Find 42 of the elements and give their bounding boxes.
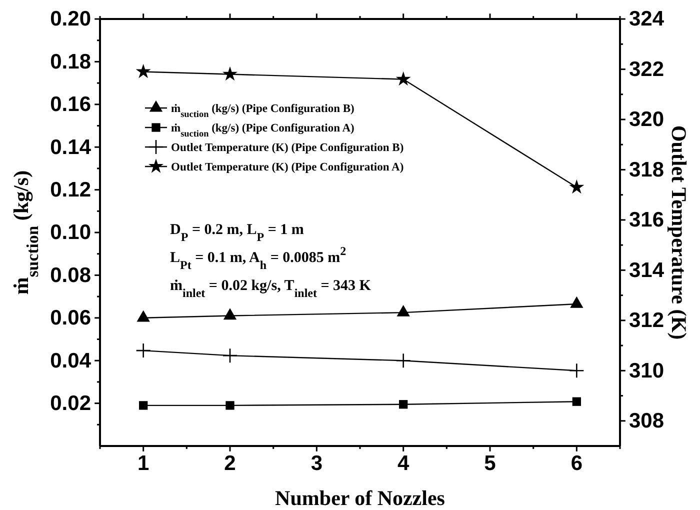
legend-label: Outlet Temperature (K) (Pipe Configuration A) bbox=[171, 162, 404, 174]
y-tick-label: 0.08 bbox=[50, 264, 92, 287]
annotation: L$_{Pt}$ = 0.1 m, A$_{h}$ = 0.0085 m$^{2}$ bbox=[170, 244, 346, 272]
y-tick-label: 0.06 bbox=[50, 306, 91, 330]
legend-label: ṁ$_{suction}$ (kg/s) (Pipe Configuration B) bbox=[171, 103, 355, 119]
y-tick-label: 0.18 bbox=[50, 50, 92, 74]
point bbox=[569, 179, 584, 194]
y2-tick-label: 310 bbox=[629, 359, 664, 382]
y2-tick-label: 312 bbox=[629, 309, 664, 332]
legend-label: ṁ$_{suction}$ (kg/s) (Pipe Configuration A) bbox=[171, 122, 355, 138]
y2-axis-title: Outlet Temperature (K) bbox=[667, 125, 691, 340]
x-axis-title: Number of Nozzles bbox=[275, 486, 445, 510]
y2-tick-label: 314 bbox=[629, 258, 664, 282]
y2-tick-label: 308 bbox=[629, 410, 664, 433]
point bbox=[396, 71, 411, 86]
y-tick-label: 0.10 bbox=[50, 221, 91, 244]
y2-tick-label: 318 bbox=[629, 158, 664, 182]
legend-label: Outlet Temperature (K) (Pipe Configuration B) bbox=[171, 142, 404, 154]
x-tick-label: 6 bbox=[570, 452, 583, 475]
annotation: D$_{P}$ = 0.2 m, L$_{P}$ = 1 m bbox=[170, 222, 304, 244]
y-tick-label: 0.02 bbox=[50, 392, 91, 416]
point bbox=[222, 66, 238, 81]
y2-tick-label: 324 bbox=[629, 8, 664, 31]
x-tick-label: 1 bbox=[137, 452, 150, 475]
y-tick-label: 0.16 bbox=[50, 93, 91, 116]
annotation: ṁ$_{inlet}$ = 0.02 kg/s, T$_{inlet}$ = 343 K bbox=[170, 278, 372, 300]
y-tick-label: 0.14 bbox=[50, 136, 92, 159]
y2-tick-label: 316 bbox=[629, 208, 664, 232]
x-tick-label: 3 bbox=[310, 452, 323, 475]
y-tick-label: 0.20 bbox=[50, 8, 91, 31]
y2-tick-label: 322 bbox=[629, 58, 664, 81]
x-tick-label: 2 bbox=[224, 452, 236, 475]
y-tick-label: 0.12 bbox=[50, 178, 91, 202]
y2-tick-label: 320 bbox=[629, 108, 664, 132]
x-tick-label: 4 bbox=[397, 452, 410, 475]
y-tick-label: 0.04 bbox=[50, 349, 92, 372]
point bbox=[136, 342, 151, 358]
point bbox=[569, 362, 584, 378]
point bbox=[136, 64, 151, 78]
point bbox=[396, 352, 411, 368]
point bbox=[222, 348, 238, 364]
x-tick-label: 5 bbox=[484, 452, 496, 475]
